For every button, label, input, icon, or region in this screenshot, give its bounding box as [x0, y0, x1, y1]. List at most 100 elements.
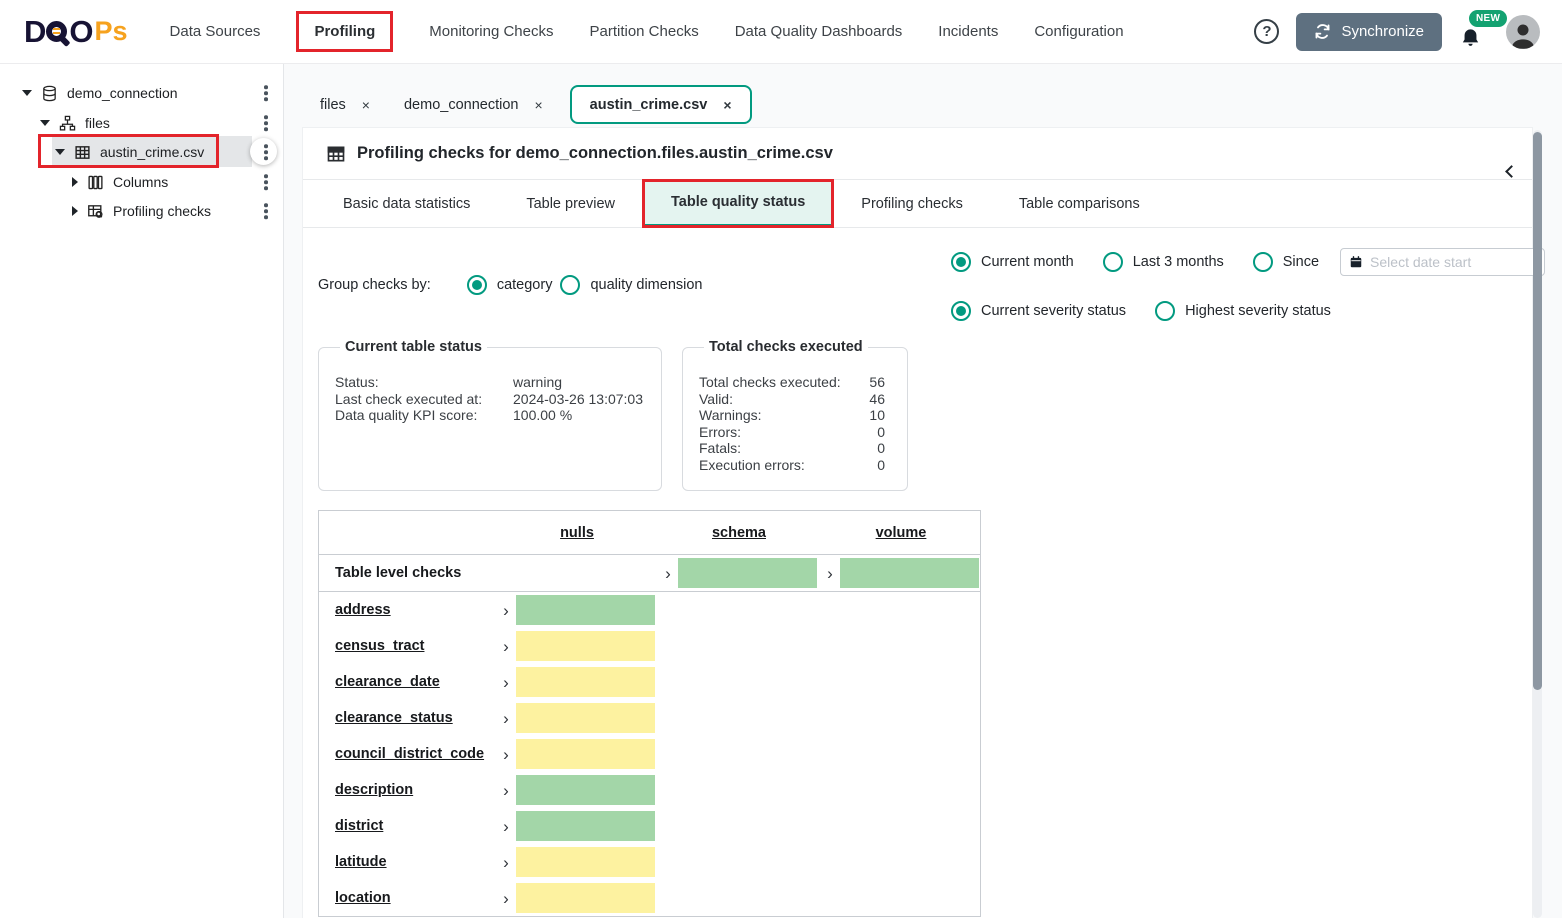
- date-start-input[interactable]: [1370, 254, 1537, 270]
- nav-profiling[interactable]: Profiling: [296, 11, 394, 52]
- tab-demo-connection[interactable]: demo_connection ×: [387, 85, 560, 124]
- column-link[interactable]: clearance_date: [335, 674, 440, 690]
- column-link[interactable]: location: [335, 890, 391, 906]
- severity-bar[interactable]: [516, 775, 655, 805]
- expand-chevron-icon[interactable]: ›: [503, 852, 509, 872]
- radio-current-severity-status[interactable]: Current severity status: [951, 301, 1126, 321]
- expand-chevron-icon[interactable]: ›: [503, 744, 509, 764]
- radio-icon[interactable]: [951, 301, 971, 321]
- severity-bar[interactable]: [516, 847, 655, 877]
- column-link[interactable]: census_tract: [335, 638, 425, 654]
- column-link[interactable]: latitude: [335, 854, 387, 870]
- radio-icon[interactable]: [466, 275, 487, 295]
- radio-icon[interactable]: [1155, 301, 1176, 321]
- nav-data-sources[interactable]: Data Sources: [169, 23, 261, 40]
- radio-icon[interactable]: [1102, 252, 1123, 272]
- column-header-volume[interactable]: volume: [875, 524, 927, 541]
- subtab-table-comparisons[interactable]: Table comparisons: [1018, 195, 1140, 212]
- vertical-scrollbar[interactable]: [1533, 130, 1542, 918]
- close-icon[interactable]: ×: [534, 96, 543, 113]
- tab-austin-crime-csv[interactable]: austin_crime.csv ×: [569, 85, 752, 124]
- nav-monitoring-checks[interactable]: Monitoring Checks: [429, 23, 554, 40]
- column-link[interactable]: description: [335, 782, 414, 798]
- tree-item-columns[interactable]: Columns: [0, 167, 283, 197]
- nav-partition-checks[interactable]: Partition Checks: [589, 23, 699, 40]
- severity-bar[interactable]: [516, 667, 655, 697]
- radio-icon[interactable]: [951, 252, 971, 272]
- caret-down-icon[interactable]: [40, 120, 50, 126]
- totals-row: Total checks executed: 56: [699, 374, 885, 390]
- column-row-description: description ›: [319, 772, 980, 808]
- expand-chevron-icon[interactable]: ›: [503, 672, 509, 692]
- kebab-menu-icon[interactable]: [260, 140, 272, 164]
- tree-item-files[interactable]: files: [0, 108, 283, 138]
- tree-item-profiling-checks[interactable]: Profiling checks: [0, 196, 283, 226]
- severity-bar[interactable]: [516, 739, 655, 769]
- column-link[interactable]: clearance_status: [335, 710, 453, 726]
- radio-since[interactable]: Since: [1252, 252, 1319, 272]
- caret-right-icon[interactable]: [72, 206, 78, 216]
- close-icon[interactable]: ×: [723, 96, 732, 113]
- tree-item-demo-connection[interactable]: demo_connection: [0, 78, 283, 108]
- notifications-bell-icon[interactable]: NEW: [1459, 9, 1508, 50]
- caret-down-icon[interactable]: [55, 149, 65, 155]
- subtab-table-quality-status[interactable]: Table quality status: [641, 179, 835, 228]
- expand-chevron-icon[interactable]: ›: [503, 816, 509, 836]
- severity-bar[interactable]: [516, 631, 655, 661]
- box-title: Current table status: [345, 339, 482, 355]
- nav-incidents[interactable]: Incidents: [938, 23, 999, 40]
- nav-data-quality-dashboards[interactable]: Data Quality Dashboards: [734, 23, 903, 40]
- radio-category[interactable]: category: [466, 275, 552, 295]
- kebab-menu-icon[interactable]: [260, 81, 272, 105]
- radio-last-3-months[interactable]: Last 3 months: [1102, 252, 1224, 272]
- user-avatar[interactable]: [1506, 14, 1540, 49]
- scrollbar-thumb[interactable]: [1533, 132, 1542, 690]
- status-cell-nulls: ›: [496, 844, 658, 880]
- expand-chevron-icon[interactable]: ›: [503, 708, 509, 728]
- synchronize-button[interactable]: Synchronize: [1296, 12, 1442, 51]
- caret-right-icon[interactable]: [72, 177, 78, 187]
- help-icon[interactable]: ?: [1254, 19, 1280, 44]
- radio-quality-dimension[interactable]: quality dimension: [560, 275, 703, 295]
- severity-bar[interactable]: [678, 558, 817, 588]
- caret-down-icon[interactable]: [22, 90, 32, 96]
- column-link[interactable]: address: [335, 602, 391, 618]
- status-row: Last check executed at: 2024-03-26 13:07…: [335, 390, 643, 407]
- severity-bar[interactable]: [840, 558, 979, 588]
- subtab-table-preview[interactable]: Table preview: [526, 195, 615, 212]
- radio-current-month[interactable]: Current month: [951, 252, 1074, 272]
- severity-bar[interactable]: [516, 595, 655, 625]
- expand-chevron-icon[interactable]: ›: [827, 563, 833, 583]
- severity-bar[interactable]: [516, 703, 655, 733]
- expand-chevron-icon[interactable]: ›: [503, 636, 509, 656]
- column-header-schema[interactable]: schema: [711, 524, 766, 541]
- radio-highest-severity-status[interactable]: Highest severity status: [1155, 301, 1331, 321]
- status-row: Data quality KPI score: 100.00 %: [335, 407, 645, 424]
- main-nav: Data Sources Profiling Monitoring Checks…: [170, 11, 1124, 52]
- logo-letter-d: D: [24, 14, 46, 49]
- nav-configuration[interactable]: Configuration: [1034, 23, 1124, 40]
- subtab-basic-data-statistics[interactable]: Basic data statistics: [343, 195, 471, 212]
- kebab-menu-icon[interactable]: [260, 170, 272, 194]
- kebab-menu-icon[interactable]: [260, 111, 272, 135]
- expand-chevron-icon[interactable]: ›: [503, 888, 509, 908]
- tree-item-austin-crime-csv[interactable]: austin_crime.csv: [0, 137, 283, 167]
- severity-bar[interactable]: [516, 811, 655, 841]
- radio-icon[interactable]: [1252, 252, 1273, 272]
- refresh-icon: [1314, 23, 1331, 40]
- tab-files[interactable]: files ×: [303, 85, 387, 124]
- expand-chevron-icon[interactable]: ›: [665, 563, 671, 583]
- close-icon[interactable]: ×: [361, 96, 370, 113]
- radio-icon[interactable]: [560, 275, 581, 295]
- subtab-profiling-checks[interactable]: Profiling checks: [861, 195, 963, 212]
- expand-chevron-icon[interactable]: ›: [503, 600, 509, 620]
- expand-chevron-icon[interactable]: ›: [503, 780, 509, 800]
- group-checks-filter: Group checks by: category quality dimens…: [318, 271, 703, 299]
- date-start-field[interactable]: [1340, 248, 1546, 276]
- column-link[interactable]: district: [335, 818, 384, 834]
- column-header-nulls[interactable]: nulls: [560, 524, 594, 541]
- totals-row: Errors: 0: [699, 423, 885, 440]
- column-link[interactable]: council_district_code: [335, 746, 485, 762]
- kebab-menu-icon[interactable]: [260, 199, 272, 223]
- severity-bar[interactable]: [516, 883, 655, 913]
